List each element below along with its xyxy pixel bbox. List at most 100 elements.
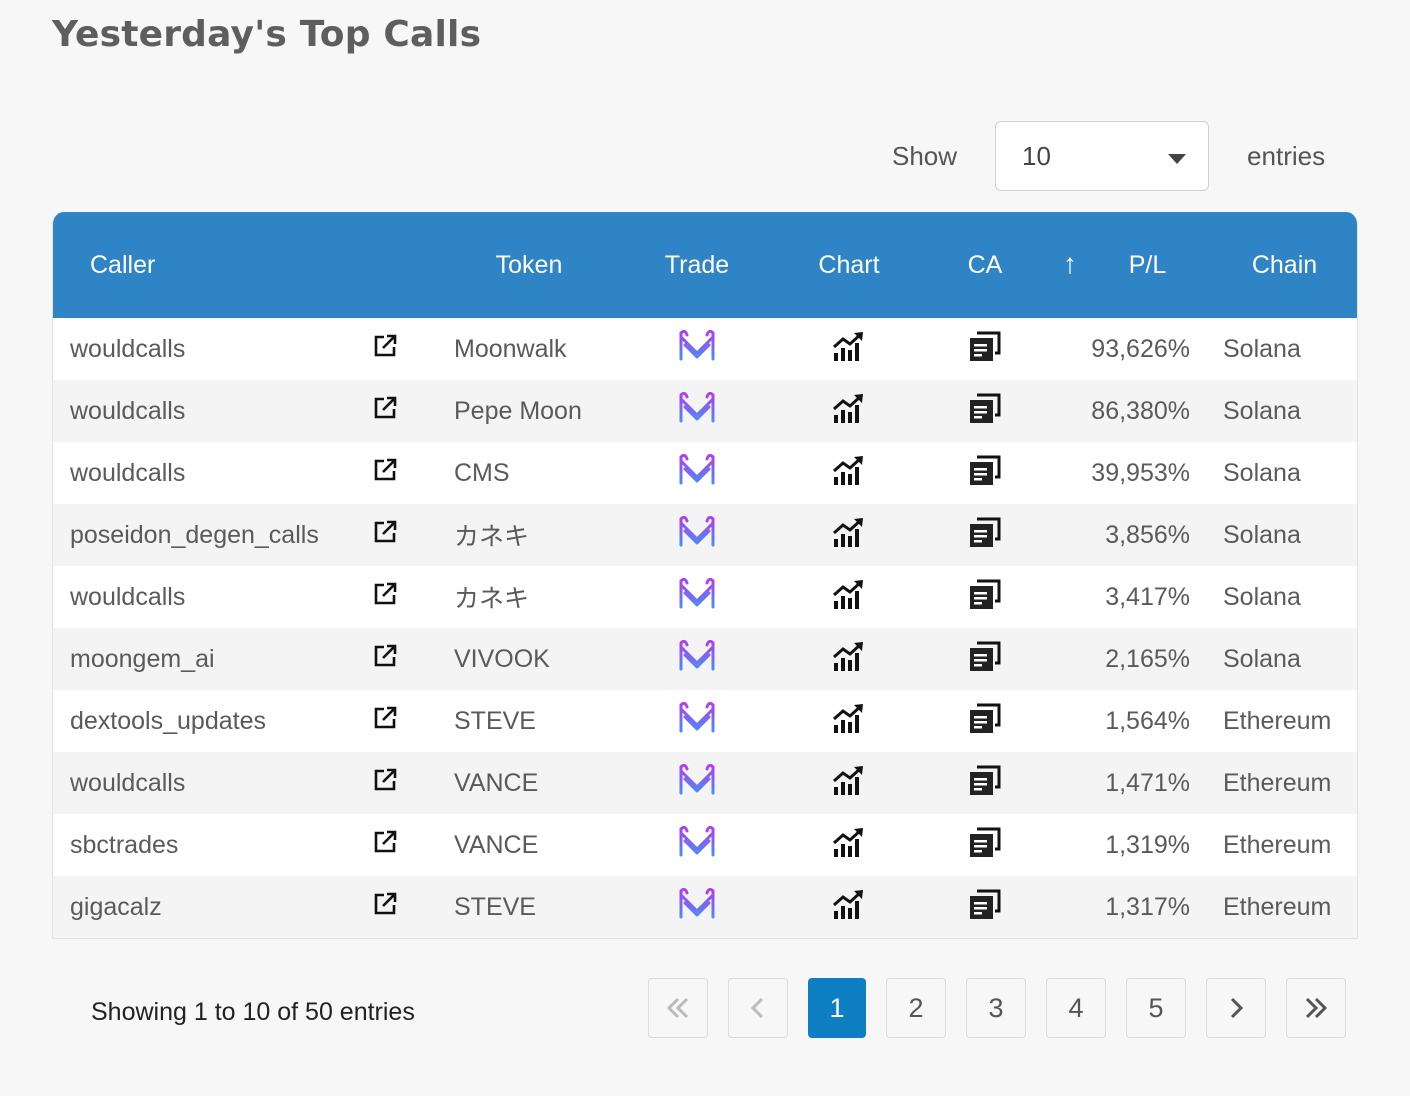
chart-growth-icon[interactable] xyxy=(832,703,866,740)
chart-growth-icon[interactable] xyxy=(832,765,866,802)
ca-cell xyxy=(925,566,1045,628)
trade-logo-icon[interactable] xyxy=(677,761,717,806)
trade-cell xyxy=(621,380,773,442)
copy-icon[interactable] xyxy=(968,453,1002,494)
copy-icon[interactable] xyxy=(968,701,1002,742)
trade-cell xyxy=(621,628,773,690)
profit-loss: 1,564% xyxy=(1105,706,1190,735)
caller-name[interactable]: poseidon_degen_calls xyxy=(70,520,319,549)
copy-icon[interactable] xyxy=(968,391,1002,432)
trade-cell xyxy=(621,690,773,752)
column-header-token[interactable]: Token xyxy=(495,250,563,279)
external-link-icon[interactable] xyxy=(372,891,398,924)
page-button-4[interactable]: 4 xyxy=(1046,978,1106,1038)
first-page-button[interactable] xyxy=(648,978,708,1038)
last-page-button[interactable] xyxy=(1286,978,1346,1038)
trade-logo-icon[interactable] xyxy=(677,637,717,682)
token-name: STEVE xyxy=(454,892,536,921)
trade-cell xyxy=(621,566,773,628)
copy-icon[interactable] xyxy=(968,887,1002,928)
column-header-chain[interactable]: Chain xyxy=(1251,250,1318,279)
chart-growth-icon[interactable] xyxy=(832,641,866,678)
table-row: gigacalz STEVE 1,317% Ethereum xyxy=(53,876,1357,938)
ca-cell xyxy=(925,504,1045,566)
chart-cell xyxy=(773,690,925,752)
column-header-caller[interactable]: Caller xyxy=(90,250,156,279)
table-row: wouldcalls Pepe Moon 86,380% Solana xyxy=(53,380,1357,442)
chain-name: Ethereum xyxy=(1223,892,1332,921)
column-header-pl[interactable]: ↑ P/L xyxy=(1045,212,1210,318)
caller-name[interactable]: wouldcalls xyxy=(70,396,186,425)
table-row: wouldcalls Moonwalk 93,626% Solana xyxy=(53,318,1357,380)
copy-icon[interactable] xyxy=(968,577,1002,618)
chart-cell xyxy=(773,442,925,504)
caller-link-cell xyxy=(333,504,437,566)
external-link-icon[interactable] xyxy=(372,829,398,862)
trade-cell xyxy=(621,442,773,504)
chart-growth-icon[interactable] xyxy=(832,827,866,864)
caller-name[interactable]: dextools_updates xyxy=(70,706,266,735)
ca-cell xyxy=(925,380,1045,442)
column-header-ca[interactable]: CA xyxy=(967,250,1003,279)
external-link-icon[interactable] xyxy=(372,457,398,490)
chart-growth-icon[interactable] xyxy=(832,393,866,430)
table-row: sbctrades VANCE 1,319% Ethereum xyxy=(53,814,1357,876)
external-link-icon[interactable] xyxy=(372,643,398,676)
external-link-icon[interactable] xyxy=(372,395,398,428)
trade-logo-icon[interactable] xyxy=(677,575,717,620)
trade-logo-icon[interactable] xyxy=(677,389,717,434)
caller-name[interactable]: wouldcalls xyxy=(70,582,186,611)
copy-icon[interactable] xyxy=(968,639,1002,680)
profit-loss: 2,165% xyxy=(1105,644,1190,673)
column-header-link xyxy=(333,212,437,318)
caller-name[interactable]: moongem_ai xyxy=(70,644,215,673)
token-name: Pepe Moon xyxy=(454,396,582,425)
page-button-3[interactable]: 3 xyxy=(966,978,1026,1038)
entries-select[interactable]: 10 xyxy=(995,121,1210,191)
copy-icon[interactable] xyxy=(968,329,1002,370)
chart-growth-icon[interactable] xyxy=(832,455,866,492)
token-name: カネキ xyxy=(454,523,530,551)
previous-page-button[interactable] xyxy=(728,978,788,1038)
chevron-left-icon xyxy=(750,997,764,1019)
external-link-icon[interactable] xyxy=(372,519,398,552)
token-name: VANCE xyxy=(454,768,539,797)
trade-logo-icon[interactable] xyxy=(677,513,717,558)
caller-name[interactable]: gigacalz xyxy=(70,892,162,921)
column-header-chart[interactable]: Chart xyxy=(818,250,880,279)
copy-icon[interactable] xyxy=(968,763,1002,804)
caller-name[interactable]: wouldcalls xyxy=(70,768,186,797)
column-header-trade[interactable]: Trade xyxy=(664,250,730,279)
page-button-5[interactable]: 5 xyxy=(1126,978,1186,1038)
copy-icon[interactable] xyxy=(968,825,1002,866)
trade-logo-icon[interactable] xyxy=(677,699,717,744)
trade-logo-icon[interactable] xyxy=(677,451,717,496)
page-title: Yesterday's Top Calls xyxy=(52,14,482,55)
table-row: moongem_ai VIVOOK 2,165% Solana xyxy=(53,628,1357,690)
profit-loss: 86,380% xyxy=(1091,396,1190,425)
caller-name[interactable]: sbctrades xyxy=(70,830,179,859)
ca-cell xyxy=(925,752,1045,814)
chart-growth-icon[interactable] xyxy=(832,517,866,554)
external-link-icon[interactable] xyxy=(372,767,398,800)
page-button-1[interactable]: 1 xyxy=(808,978,866,1038)
page-button-2[interactable]: 2 xyxy=(886,978,946,1038)
chart-growth-icon[interactable] xyxy=(832,331,866,368)
ca-cell xyxy=(925,442,1045,504)
external-link-icon[interactable] xyxy=(372,705,398,738)
profit-loss: 3,417% xyxy=(1105,582,1190,611)
chart-growth-icon[interactable] xyxy=(832,889,866,926)
next-page-button[interactable] xyxy=(1206,978,1266,1038)
top-calls-table: Caller Token Trade Chart CA ↑ P/L Chain … xyxy=(52,212,1358,939)
trade-logo-icon[interactable] xyxy=(677,327,717,372)
ca-cell xyxy=(925,318,1045,380)
trade-logo-icon[interactable] xyxy=(677,885,717,930)
caller-name[interactable]: wouldcalls xyxy=(70,334,186,363)
external-link-icon[interactable] xyxy=(372,333,398,366)
chart-cell xyxy=(773,504,925,566)
external-link-icon[interactable] xyxy=(372,581,398,614)
caller-name[interactable]: wouldcalls xyxy=(70,458,186,487)
chart-growth-icon[interactable] xyxy=(832,579,866,616)
copy-icon[interactable] xyxy=(968,515,1002,556)
trade-logo-icon[interactable] xyxy=(677,823,717,868)
